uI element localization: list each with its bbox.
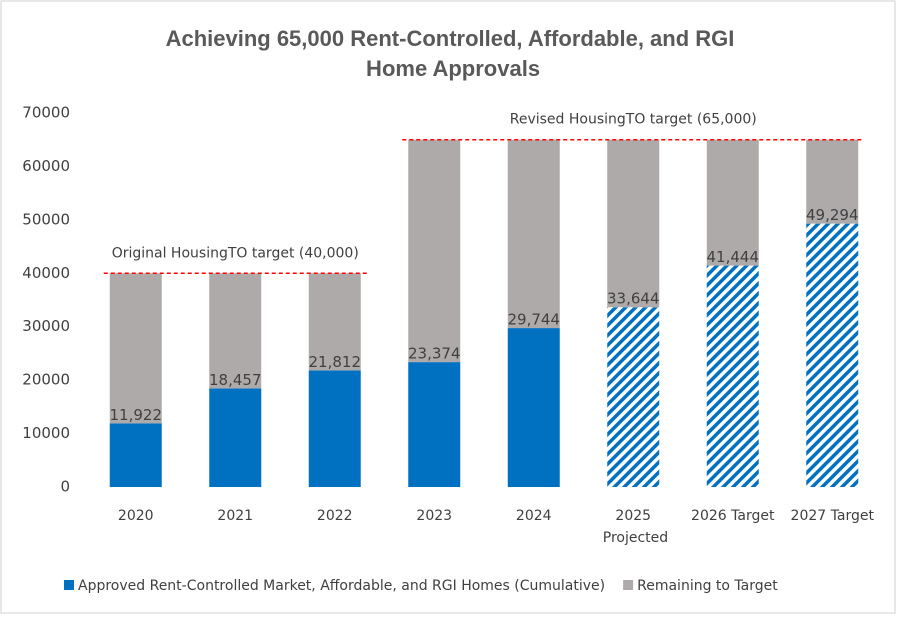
y-tick-label: 60000	[22, 157, 70, 175]
legend-swatch	[623, 580, 634, 590]
value-label: 23,374	[408, 345, 461, 363]
chart-title: Achieving 65,000 Rent-Controlled, Afford…	[166, 26, 735, 81]
value-label: 49,294	[806, 206, 859, 224]
value-label: 11,922	[110, 406, 163, 424]
value-label: 21,812	[309, 353, 362, 371]
bar	[607, 139, 660, 308]
x-tick-label: 2026 Target	[691, 508, 775, 524]
legend-swatch	[64, 580, 74, 590]
value-label: 41,444	[707, 248, 760, 266]
bar	[806, 223, 859, 487]
bar	[109, 273, 162, 424]
bar	[308, 370, 361, 487]
value-label: 33,644	[607, 290, 660, 308]
y-tick-label: 20000	[22, 371, 70, 389]
legend-label: Remaining to Target	[637, 578, 778, 594]
value-label: 29,744	[508, 311, 561, 329]
bar	[507, 328, 560, 487]
annotation: Original HousingTO target (40,000)	[112, 245, 359, 261]
bar	[706, 139, 759, 266]
x-tick-label: 2021	[217, 508, 253, 524]
annotation: Revised HousingTO target (65,000)	[510, 112, 757, 128]
x-tick-label: 2020	[118, 508, 154, 524]
bar	[607, 307, 660, 487]
bar	[308, 273, 361, 371]
y-tick-label: 0	[60, 478, 70, 496]
legend-label: Approved Rent-Controlled Market, Afforda…	[78, 578, 605, 594]
x-tick-label: 2024	[516, 508, 552, 524]
y-tick-label: 10000	[22, 424, 70, 442]
y-tick-label: 30000	[22, 317, 70, 335]
bar	[209, 273, 262, 389]
bar	[806, 139, 859, 224]
bar	[507, 139, 560, 329]
bar	[408, 139, 461, 363]
x-tick-label: 2022	[317, 508, 353, 524]
bar	[408, 362, 461, 487]
y-tick-label: 50000	[22, 210, 70, 228]
bar	[209, 388, 262, 487]
x-tick-label: 2025 Projected	[598, 508, 668, 546]
x-tick-label: 2027 Target	[791, 508, 875, 524]
y-tick-label: 70000	[22, 104, 70, 122]
bar	[109, 423, 162, 487]
value-label: 18,457	[209, 371, 262, 389]
x-tick-label: 2023	[416, 508, 452, 524]
bar	[706, 265, 759, 487]
y-tick-label: 40000	[22, 264, 70, 282]
